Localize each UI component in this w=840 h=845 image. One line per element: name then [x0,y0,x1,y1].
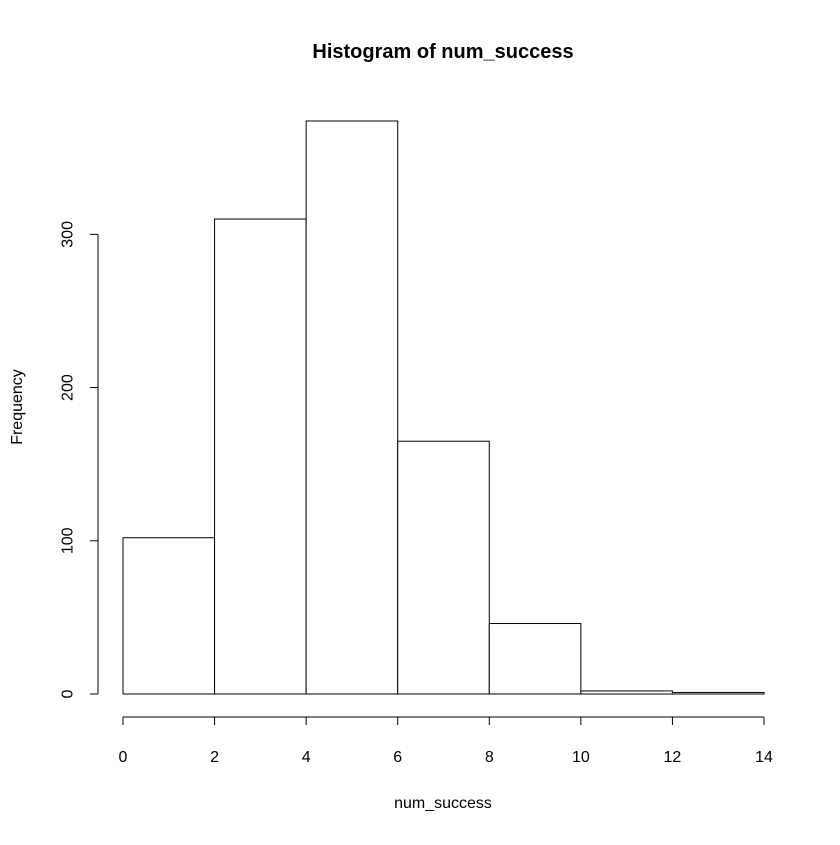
x-tick-label: 8 [485,749,494,766]
y-tick-label: 0 [60,689,77,698]
y-tick-label: 300 [60,221,77,248]
histogram-bar [488,623,582,695]
x-tick-label: 0 [119,749,128,766]
x-tick-label: 4 [302,749,311,766]
x-axis: 0 2 4 6 8 10 12 14 [119,716,773,766]
chart-title: Histogram of num_success [312,41,573,63]
histogram-bar [122,537,216,695]
histogram-bar [580,690,673,695]
x-tick-label: 12 [664,749,682,766]
y-tick-label: 100 [60,527,77,554]
histogram-bar [397,440,490,695]
x-tick-label: 2 [210,749,219,766]
bars-group [122,120,765,695]
y-axis-label: Frequency [9,369,26,445]
x-tick-label: 6 [393,749,402,766]
x-tick-label: 14 [755,749,773,766]
histogram-bar [671,691,765,695]
histogram-bar [305,120,399,695]
histogram-bar [214,218,307,695]
x-tick-label: 10 [572,749,590,766]
y-axis: 0 100 200 300 [60,221,99,698]
y-tick-label: 200 [60,374,77,401]
x-axis-label: num_success [394,795,492,812]
